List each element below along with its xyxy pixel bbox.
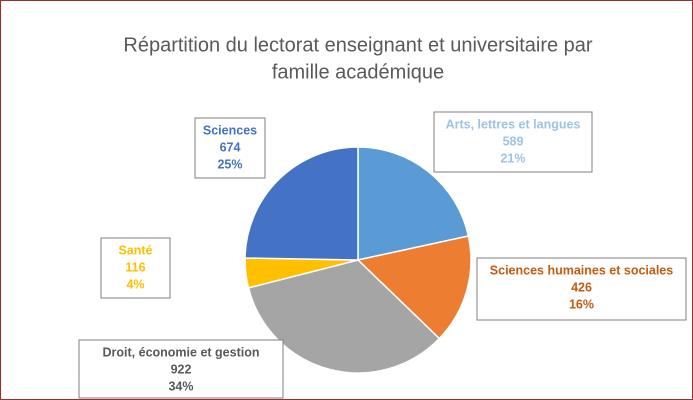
- label-box: [194, 117, 266, 179]
- chart-title: Répartition du lectorat enseignant et un…: [123, 34, 593, 56]
- slice-value: 589: [503, 134, 524, 148]
- pie-slice: [357, 146, 470, 261]
- label-box: [433, 111, 593, 173]
- pie-slice: [244, 146, 359, 261]
- slice-percent: 34%: [168, 379, 193, 393]
- slice-value: 674: [220, 140, 241, 154]
- slice-value: 922: [171, 362, 192, 376]
- slice-label: Sciences: [203, 123, 257, 137]
- label-box: [476, 257, 687, 321]
- slice-percent: 21%: [500, 151, 525, 165]
- slice-label: Santé: [118, 243, 152, 257]
- pie-slice: [247, 259, 441, 374]
- slice-label: Sciences humaines et sociales: [490, 263, 673, 277]
- slice-percent: 4%: [126, 277, 144, 291]
- slice-value: 116: [125, 260, 145, 274]
- pie-slice: [356, 235, 472, 340]
- slice-label: Arts, lettres et langues: [446, 117, 581, 131]
- slice-value: 426: [571, 280, 592, 294]
- label-box: [78, 339, 284, 399]
- slice-percent: 16%: [569, 297, 594, 311]
- slice-label: Droit, économie et gestion: [103, 345, 260, 359]
- label-box: [100, 237, 171, 299]
- slice-percent: 25%: [217, 157, 242, 171]
- chart-title: famille académique: [272, 61, 444, 83]
